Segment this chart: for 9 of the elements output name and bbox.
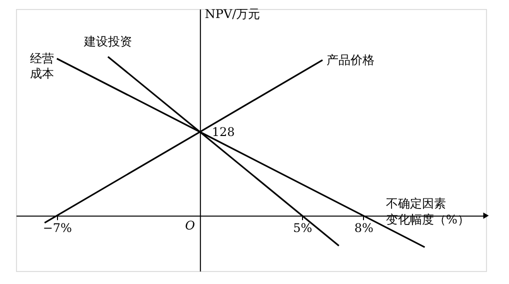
series-label: 经营成本: [30, 52, 54, 81]
y-axis-title: NPV/万元: [204, 7, 260, 21]
x-tick-label: 8%: [354, 221, 374, 236]
x-tick-label: −7%: [42, 221, 72, 236]
series-label: 产品价格: [326, 53, 375, 68]
x-tick-label: 5%: [293, 221, 312, 236]
annotation: 128: [212, 124, 235, 139]
annotation: O: [185, 218, 196, 233]
series-label: 建设投资: [82, 34, 132, 49]
